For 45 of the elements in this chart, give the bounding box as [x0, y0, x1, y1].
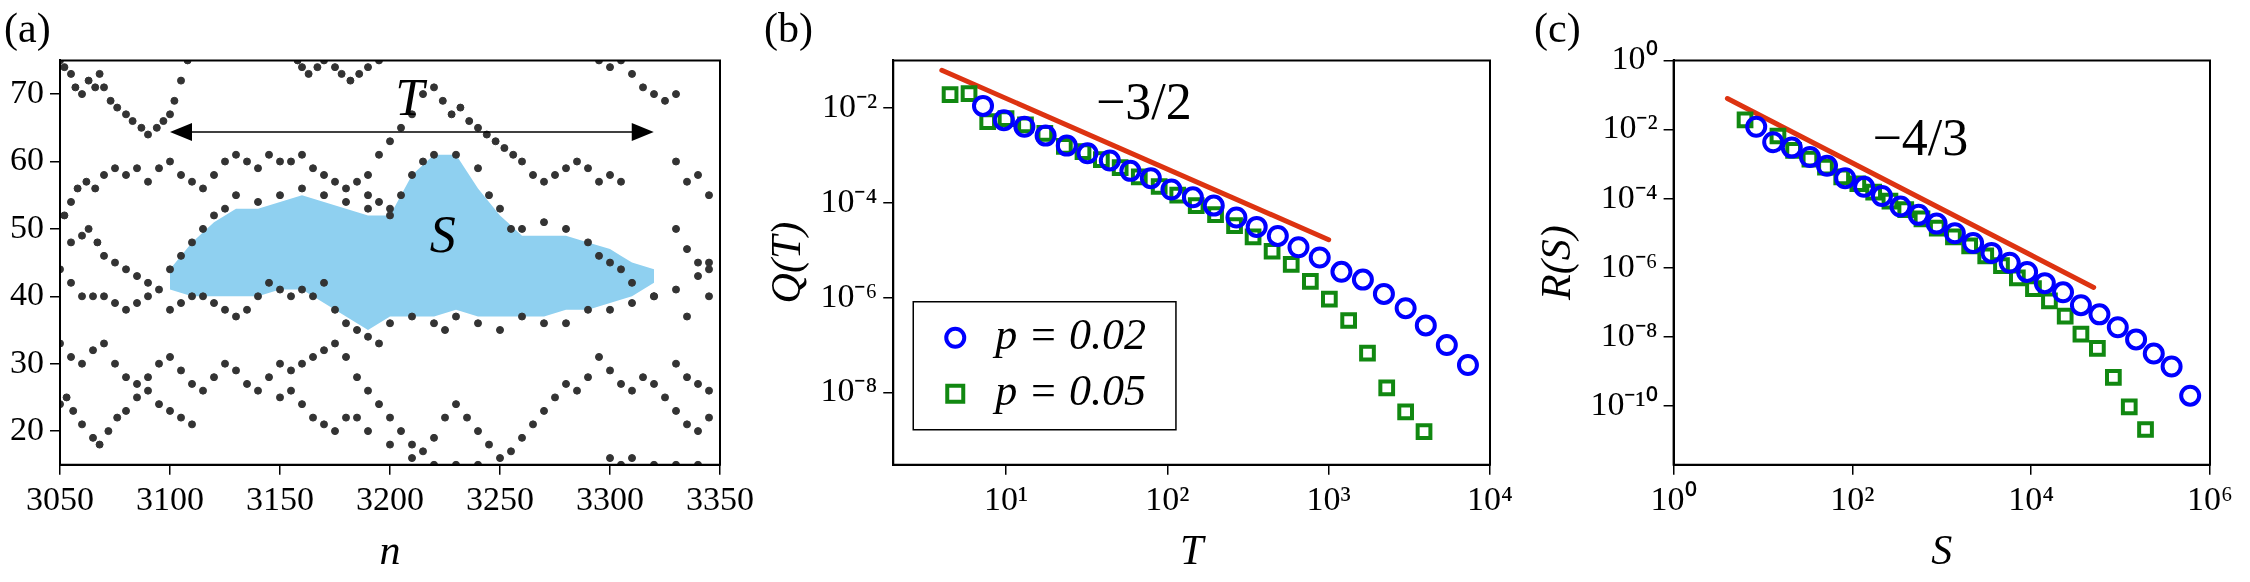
- y-tick-label: 10⁻⁴: [1600, 177, 1658, 215]
- x-tick-label: 3050: [26, 480, 94, 518]
- y-axis-title: Q(T): [763, 221, 811, 304]
- annotation: −4/3: [1872, 108, 1969, 166]
- chart-title: (c): [1534, 5, 1581, 53]
- y-tick-label: 10⁻⁶: [820, 276, 878, 314]
- x-axis-title: n: [379, 526, 401, 573]
- chart-title: (b): [764, 5, 813, 53]
- x-tick-label: 3350: [686, 480, 754, 518]
- y-tick-label: 50: [10, 207, 44, 245]
- x-axis-title: S: [1931, 526, 1953, 573]
- y-tick-label: 10⁻⁸: [820, 371, 878, 409]
- x-tick-label: 10³: [1306, 480, 1351, 518]
- y-tick-label: 20: [10, 410, 44, 448]
- x-axis-title: T: [1179, 526, 1206, 573]
- y-tick-label: 60: [10, 140, 44, 178]
- x-tick-label: 3300: [576, 480, 644, 518]
- x-tick-label: 3100: [136, 480, 204, 518]
- y-tick-label: 70: [10, 73, 44, 111]
- annotation: S: [429, 206, 456, 264]
- x-tick-label: 3200: [356, 480, 424, 518]
- y-tick-label: 10⁻²: [822, 86, 878, 124]
- y-tick-label: 10⁰: [1611, 39, 1658, 77]
- y-tick-label: 10⁻⁸: [1600, 315, 1658, 353]
- x-tick-label: 10²: [1830, 480, 1875, 518]
- x-tick-label: 3250: [466, 480, 534, 518]
- x-tick-label: 10⁴: [1467, 480, 1513, 518]
- y-tick-label: 10⁻⁴: [820, 181, 878, 219]
- annotation: T: [395, 68, 428, 126]
- y-tick-label: 10⁻⁶: [1600, 246, 1658, 284]
- y-tick-label: 10⁻¹⁰: [1590, 384, 1658, 422]
- y-tick-label: 40: [10, 275, 44, 313]
- y-axis-title: R(S): [1533, 225, 1581, 301]
- x-tick-label: 10²: [1145, 480, 1190, 518]
- legend-label: p = 0.02: [992, 310, 1146, 360]
- legend-label: p = 0.05: [992, 366, 1146, 416]
- x-tick-label: 10¹: [983, 480, 1029, 518]
- y-tick-label: 30: [10, 342, 44, 380]
- y-tick-label: 10⁻²: [1602, 108, 1658, 146]
- annotation: −3/2: [1096, 72, 1192, 130]
- x-tick-label: 3150: [246, 480, 314, 518]
- x-tick-label: 10⁶: [2187, 480, 2233, 518]
- x-tick-label: 10⁰: [1650, 480, 1697, 518]
- x-tick-label: 10⁴: [2008, 480, 2055, 518]
- chart-title: (a): [4, 5, 51, 53]
